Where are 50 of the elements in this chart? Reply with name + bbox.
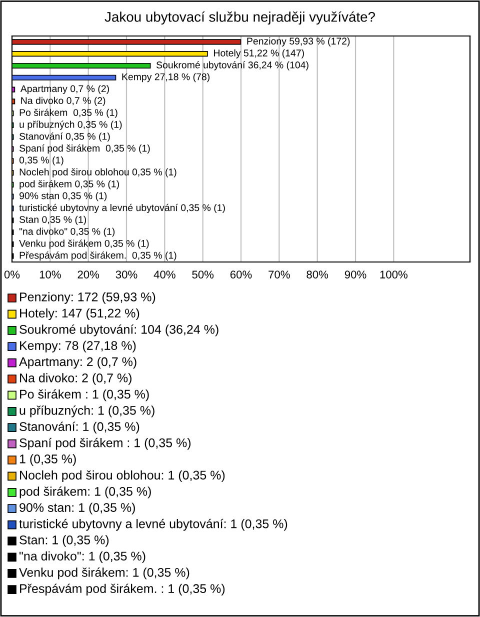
text: Přespávám pod širákem. : 1 (0,35 %) xyxy=(20,584,225,596)
x-tick-label: 50% xyxy=(192,270,214,278)
text: "na divoko": 1 (0,35 %) xyxy=(20,551,146,564)
x-tick-label: 10% xyxy=(40,270,61,278)
category-label: "na divoko" 0,35 % (1) xyxy=(19,228,115,237)
category-label: Soukromé ubytování 36,24 % (104) xyxy=(156,61,308,70)
category-label: turistické ubytovny a levné ubytování 0,35 % (1) xyxy=(19,204,225,214)
text: Na divoko: 2 (0,7 %) xyxy=(20,373,132,385)
x-tick-label: 30% xyxy=(116,270,138,278)
text: Po širákem : 1 (0,35 %) xyxy=(20,389,149,402)
category-label: u příbuzných 0,35 % (1) xyxy=(20,120,122,130)
text: Venku pod širákem: 1 (0,35 %) xyxy=(19,568,190,580)
text: pod širákem: 1 (0,35 %) xyxy=(20,486,151,498)
x-tick-label: 100% xyxy=(380,270,408,278)
category-label: Stan 0,35 % (1) xyxy=(20,216,86,225)
x-tick-label: 0% xyxy=(4,270,20,278)
x-tick-label: 60% xyxy=(230,270,252,278)
category-label: Penziony 59,93 % (172) xyxy=(247,37,350,46)
text: turistické ubytovny a levné ubytování: 1 (0,35 %) xyxy=(19,518,288,531)
text: Penziony: 172 (59,93 %) xyxy=(20,292,156,304)
text: u příbuzných: 1 (0,35 %) xyxy=(20,406,154,418)
category-label: Na divoko 0,7 % (2) xyxy=(21,96,106,106)
category-label: Přespávám pod širákem. 0,35 % (1) xyxy=(20,251,176,261)
category-label: pod širákem 0,35 % (1) xyxy=(20,180,119,190)
x-tick-label: 80% xyxy=(306,270,328,278)
x-tick-label: 70% xyxy=(268,270,290,278)
category-label: Stanování 0,35 % (1) xyxy=(20,132,110,142)
data-label: 0,35 % (1) xyxy=(19,156,64,166)
x-tick-label: 90% xyxy=(344,270,366,278)
x-tick-label: 40% xyxy=(154,270,176,278)
category-label: Po širákem 0,35 % (1) xyxy=(20,108,118,118)
text: 90% stan: 1 (0,35 %) xyxy=(20,502,135,514)
text: 1 (0,35 %) xyxy=(20,454,76,466)
text: Kempy: 78 (27,18 %) xyxy=(20,340,136,352)
text: Hotely: 147 (51,22 %) xyxy=(20,308,140,320)
text: Soukromé ubytování: 104 (36,24 %) xyxy=(20,324,218,336)
category-label: Spaní pod širákem 0,35 % (1) xyxy=(20,144,150,154)
chart-title: Jakou ubytovací službu nejraději využíváte? xyxy=(104,11,375,25)
category-label: 90% stan 0,35 % (1) xyxy=(20,192,107,202)
category-label: Hotely 51,22 % (147) xyxy=(214,49,304,58)
category-label: Kempy 27,18 % (78) xyxy=(122,73,210,82)
text: Stan: 1 (0,35 %) xyxy=(20,535,109,547)
x-tick-label: 20% xyxy=(78,270,100,278)
text: Spaní pod širákem : 1 (0,35 %) xyxy=(20,438,191,450)
category-label: Apartmany 0,7 % (2) xyxy=(20,84,109,94)
text: Nocleh pod širou oblohou: 1 (0,35 %) xyxy=(20,470,225,482)
text: Apartmany: 2 (0,7 %) xyxy=(19,356,136,369)
text: Stanování: 1 (0,35 %) xyxy=(20,422,140,434)
category-label: Nocleh pod širou oblohou 0,35 % (1) xyxy=(20,168,176,178)
category-label: Venku pod širákem 0,35 % (1) xyxy=(19,240,149,249)
